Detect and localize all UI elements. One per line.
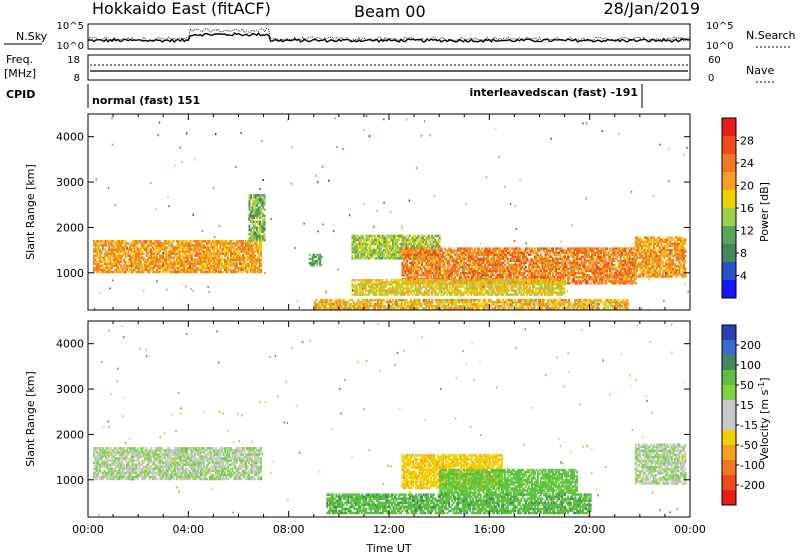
colorbar-tick-label: 4 bbox=[740, 270, 747, 283]
freq-panel-frame bbox=[88, 55, 690, 80]
colorbar-tick-label: 50 bbox=[740, 379, 754, 392]
noise-right-label: N.Search bbox=[746, 29, 796, 42]
velocity-echoes bbox=[93, 323, 686, 517]
noise-left-label: N.Sky bbox=[16, 30, 48, 43]
colorbar-swatch bbox=[722, 475, 736, 491]
noise-right-tick-bottom: 10^0 bbox=[706, 41, 733, 52]
nave-label: Nave bbox=[746, 64, 774, 77]
colorbar-tick-label: 8 bbox=[740, 247, 747, 260]
x-tick-label: 12:00 bbox=[373, 523, 405, 536]
echo-region bbox=[93, 447, 262, 480]
y-tick-label: 4000 bbox=[56, 131, 84, 144]
velocity-panel-frame bbox=[88, 321, 690, 517]
x-tick-label: 00:00 bbox=[72, 523, 104, 536]
colorbar-swatch bbox=[722, 490, 736, 506]
colorbar-tick-label: -50 bbox=[740, 439, 758, 452]
colorbar-tick-label: 15 bbox=[740, 399, 754, 412]
y-tick-label: 4000 bbox=[56, 338, 84, 351]
colorbar-swatch bbox=[722, 262, 736, 281]
y-tick-label: 3000 bbox=[56, 383, 84, 396]
power-echoes bbox=[93, 115, 689, 311]
nave-tick-bottom: 0 bbox=[708, 73, 714, 84]
echo-region bbox=[309, 254, 323, 267]
colorbar-swatch bbox=[722, 355, 736, 371]
echo-region bbox=[326, 493, 591, 514]
x-tick-label: 00:00 bbox=[674, 523, 706, 536]
colorbar-swatch bbox=[722, 118, 736, 137]
colorbar-swatch bbox=[722, 385, 736, 401]
colorbar-tick-label: -200 bbox=[740, 479, 765, 492]
colorbar-swatch bbox=[722, 136, 736, 155]
colorbar-swatch bbox=[722, 154, 736, 173]
colorbar-swatch bbox=[722, 460, 736, 476]
y-tick-label: 1000 bbox=[56, 267, 84, 280]
echo-region bbox=[635, 237, 687, 278]
freq-tick-bottom: 8 bbox=[74, 73, 80, 84]
noise-traces bbox=[88, 29, 690, 42]
power-colorbar-label: Power [dB] bbox=[758, 182, 771, 242]
power-y-axis-label: Slant Range [km] bbox=[24, 164, 37, 260]
colorbar-swatch bbox=[722, 172, 736, 191]
colorbar-tick-label: 16 bbox=[740, 202, 754, 215]
y-tick-label: 2000 bbox=[56, 221, 84, 234]
colorbar-tick-label: 200 bbox=[740, 339, 761, 352]
freq-label-2: [MHz] bbox=[4, 67, 36, 80]
echo-region bbox=[249, 194, 266, 241]
colorbar-swatch bbox=[722, 400, 736, 416]
x-tick-label: 16:00 bbox=[473, 523, 505, 536]
echo-region bbox=[635, 444, 687, 485]
colorbar-swatch bbox=[722, 244, 736, 263]
scatter-echoes bbox=[99, 323, 685, 517]
colorbar-swatch bbox=[722, 226, 736, 245]
colorbar-tick-label: -15 bbox=[740, 419, 758, 432]
colorbar-swatch bbox=[722, 208, 736, 227]
nave-tick-top: 60 bbox=[708, 55, 721, 66]
y-tick-label: 2000 bbox=[56, 428, 84, 441]
echo-region bbox=[314, 299, 629, 310]
velocity-y-ticks: 1000 2000 3000 4000 bbox=[56, 338, 690, 487]
cpid-label: CPID bbox=[6, 88, 35, 101]
colorbar-tick-label: 28 bbox=[740, 135, 754, 148]
cpid-segment-2: interleavedscan (fast) -191 bbox=[470, 86, 638, 99]
colorbar-tick-label: 12 bbox=[740, 225, 754, 238]
colorbar-swatch bbox=[722, 280, 736, 299]
x-tick-label: 20:00 bbox=[574, 523, 606, 536]
colorbar-swatch bbox=[722, 340, 736, 356]
colorbar-tick-label: 20 bbox=[740, 180, 754, 193]
x-axis-label: Time UT bbox=[365, 542, 411, 554]
freq-label-1: Freq. bbox=[6, 53, 33, 66]
figure-title: Hokkaido East (fitACF) bbox=[92, 0, 271, 18]
echo-region bbox=[439, 469, 578, 494]
colorbar-swatch bbox=[722, 325, 736, 341]
freq-tick-top: 18 bbox=[67, 55, 80, 66]
beam-label: Beam 00 bbox=[354, 2, 426, 21]
x-tick-label: 04:00 bbox=[172, 523, 204, 536]
y-tick-label: 1000 bbox=[56, 474, 84, 487]
colorbar-swatch bbox=[722, 445, 736, 461]
noise-panel-frame bbox=[88, 24, 690, 49]
noise-tick-bottom: 10^0 bbox=[57, 41, 84, 52]
colorbar-swatch bbox=[722, 430, 736, 446]
velocity-y-axis-label: Slant Range [km] bbox=[24, 371, 37, 467]
date-label: 28/Jan/2019 bbox=[603, 0, 700, 18]
echo-region bbox=[351, 279, 565, 296]
power-colorbar: 4 8 12 16 20 24 28 bbox=[722, 118, 754, 299]
echo-region bbox=[93, 240, 262, 273]
velocity-colorbar-label: Velocity [m s-1] bbox=[757, 377, 772, 460]
colorbar-swatch bbox=[722, 415, 736, 431]
x-tick-label: 08:00 bbox=[273, 523, 305, 536]
colorbar-tick-label: 24 bbox=[740, 157, 754, 170]
cpid-segment-1: normal (fast) 151 bbox=[92, 94, 200, 107]
colorbar-swatch bbox=[722, 370, 736, 386]
noise-right-tick-top: 10^5 bbox=[706, 21, 733, 32]
y-tick-label: 3000 bbox=[56, 176, 84, 189]
noise-tick-top: 10^5 bbox=[57, 21, 84, 32]
colorbar-swatch bbox=[722, 190, 736, 209]
noise-sky-trace bbox=[88, 33, 690, 42]
colorbar-tick-label: 100 bbox=[740, 359, 761, 372]
